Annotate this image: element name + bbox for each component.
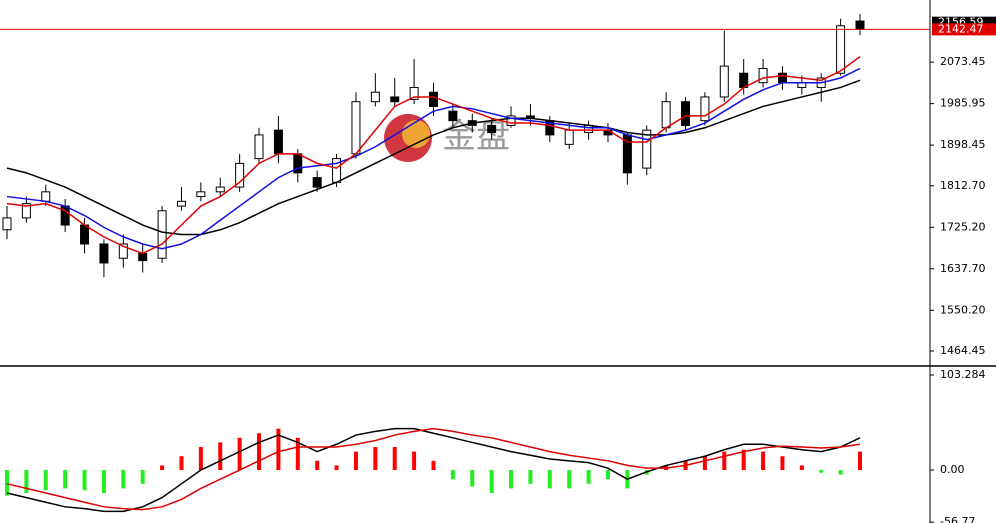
histogram-bar — [276, 428, 281, 471]
histogram-bar — [470, 470, 475, 487]
histogram-bar — [237, 437, 242, 471]
candle-body — [80, 224, 90, 245]
histogram-bar — [63, 470, 68, 489]
candle-body — [429, 91, 438, 107]
candle-body — [681, 101, 691, 126]
histogram-bar — [838, 470, 843, 475]
candle-body — [758, 67, 768, 84]
histogram-bar — [780, 456, 785, 471]
histogram-bar — [431, 460, 436, 471]
histogram-bar — [373, 447, 378, 471]
candle-body — [215, 186, 225, 193]
candle-body — [719, 65, 729, 98]
histogram-bar — [412, 451, 417, 471]
histogram-bar — [24, 470, 29, 494]
histogram-bar — [198, 447, 203, 471]
y-tick-label: 0.00 — [940, 463, 965, 476]
candle-body — [661, 101, 671, 129]
histogram-bar — [586, 470, 591, 484]
histogram-bar — [315, 460, 320, 471]
histogram-bar — [257, 433, 262, 471]
histogram-bar — [741, 449, 746, 471]
candle-body — [99, 243, 109, 264]
candle-body — [777, 72, 787, 84]
histogram-bar — [799, 465, 804, 471]
histogram-bar — [489, 470, 494, 494]
histogram-bar — [509, 470, 514, 489]
price-label-box — [932, 23, 996, 36]
line-series — [6, 56, 861, 255]
histogram-bar — [722, 451, 727, 471]
histogram-bar — [450, 470, 455, 480]
candle-body — [642, 129, 652, 169]
histogram-bar — [761, 451, 766, 471]
histogram-bar — [819, 470, 824, 473]
candle-body — [2, 217, 12, 231]
histogram-bar — [547, 470, 552, 489]
line-series — [6, 427, 861, 513]
candle-body — [21, 203, 31, 219]
y-tick-label: 1637.70 — [940, 262, 986, 275]
candle-body — [235, 162, 245, 188]
candle-body — [390, 96, 400, 103]
line-series — [6, 67, 861, 250]
histogram-bar — [121, 470, 126, 489]
y-tick-label: 1725.20 — [940, 220, 986, 233]
histogram-bar — [82, 470, 87, 491]
histogram-bar — [392, 447, 397, 471]
candle-body — [41, 191, 51, 202]
candle-body — [448, 110, 458, 122]
candle-body — [855, 20, 865, 30]
candle-body — [409, 86, 419, 100]
candle-body — [370, 91, 380, 103]
candle-body — [60, 205, 70, 226]
price-label: 2142.47 — [938, 22, 984, 35]
candle-body — [506, 115, 516, 126]
y-tick-label: 1550.20 — [940, 303, 986, 316]
line-series — [6, 427, 861, 511]
histogram-bar — [567, 470, 572, 489]
line-series — [6, 79, 861, 236]
y-tick-label: 103.284 — [940, 368, 986, 381]
candle-body — [836, 25, 846, 74]
histogram-bar — [528, 470, 533, 484]
y-tick-label: 1812.70 — [940, 179, 986, 192]
candle-body — [312, 177, 322, 188]
histogram-bar — [101, 470, 106, 494]
candle-body — [273, 129, 283, 155]
candle-body — [138, 252, 148, 262]
histogram-bar — [218, 442, 223, 471]
y-tick-label: -56.77 — [940, 515, 975, 523]
histogram-bar — [160, 465, 165, 471]
candle-body — [196, 191, 206, 198]
histogram-bar — [702, 456, 707, 471]
candle-body — [564, 129, 574, 145]
candle-body — [487, 124, 497, 134]
y-tick-label: 1985.95 — [940, 97, 986, 110]
y-tick-label: 1898.45 — [940, 138, 986, 151]
histogram-bar — [179, 456, 184, 471]
candle-body — [157, 210, 167, 259]
histogram-bar — [605, 470, 610, 480]
y-tick-label: 1464.45 — [940, 344, 986, 357]
candle-body — [176, 200, 186, 207]
candle-body — [700, 96, 710, 122]
histogram-bar — [140, 470, 145, 484]
histogram-bar — [334, 465, 339, 471]
histogram-bar — [858, 451, 862, 471]
histogram-bar — [295, 437, 300, 471]
histogram-bar — [353, 451, 358, 471]
candle-body — [254, 134, 264, 160]
histogram-bar — [43, 470, 48, 491]
histogram-bar — [5, 470, 9, 496]
y-tick-label: 2073.45 — [940, 55, 986, 68]
candle-body — [351, 101, 361, 155]
candle-body — [118, 243, 128, 259]
